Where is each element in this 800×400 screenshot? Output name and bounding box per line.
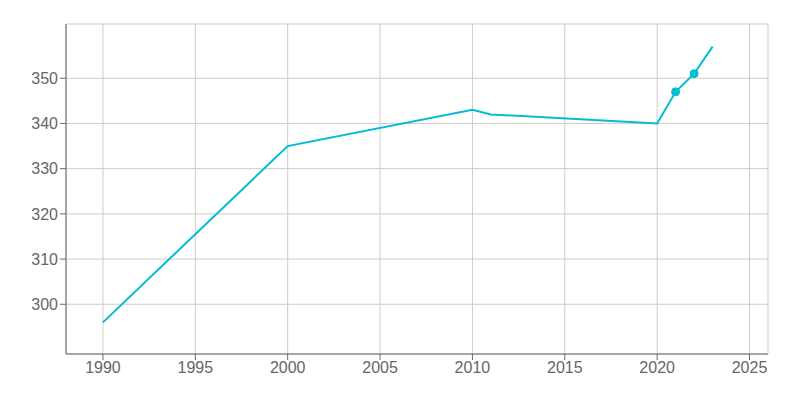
svg-text:320: 320 [31,206,58,223]
svg-text:2010: 2010 [455,359,491,376]
svg-text:2015: 2015 [547,359,583,376]
svg-text:1990: 1990 [85,359,121,376]
svg-text:310: 310 [31,251,58,268]
svg-text:300: 300 [31,296,58,313]
svg-text:2025: 2025 [732,359,768,376]
svg-text:330: 330 [31,160,58,177]
svg-text:2000: 2000 [270,359,306,376]
svg-text:340: 340 [31,115,58,132]
svg-text:1995: 1995 [178,359,214,376]
svg-text:350: 350 [31,70,58,87]
svg-text:2020: 2020 [639,359,675,376]
svg-text:2005: 2005 [362,359,398,376]
